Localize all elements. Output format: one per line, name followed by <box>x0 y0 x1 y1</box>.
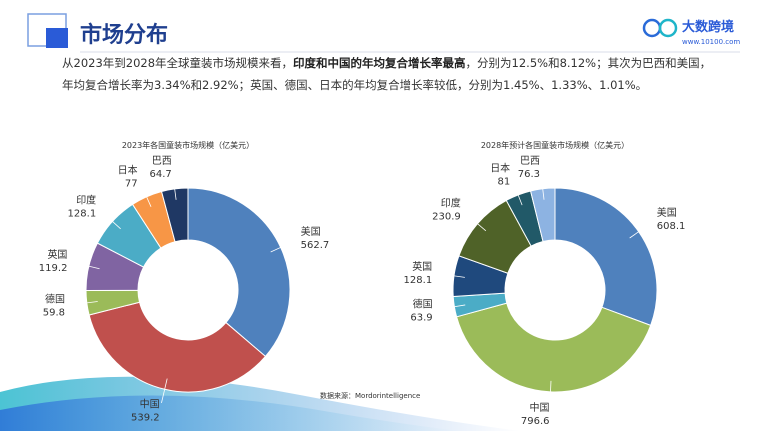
donut-slice <box>187 187 291 358</box>
slice-value: 796.6 <box>521 416 550 427</box>
slice-label: 日本 <box>490 161 510 174</box>
source-note: 数据来源：Mordorintelligence <box>320 391 420 400</box>
slice-value: 128.1 <box>404 275 433 286</box>
slice-label: 德国 <box>45 293 65 306</box>
slice-value: 562.7 <box>301 240 330 251</box>
slice-value: 128.1 <box>68 209 97 220</box>
slice-label: 印度 <box>76 194 96 207</box>
leader-line <box>512 181 523 206</box>
slice-label: 英国 <box>47 248 67 261</box>
slice-value: 81 <box>497 176 510 187</box>
donut-slice <box>554 187 658 327</box>
slice-value: 539.2 <box>131 413 160 424</box>
slice-value: 64.7 <box>150 169 172 180</box>
leader-line <box>629 223 651 239</box>
slice-value: 76.3 <box>518 169 540 180</box>
donut-slice <box>88 301 267 393</box>
slice-value: 119.2 <box>39 263 68 274</box>
slice-label: 巴西 <box>520 155 540 167</box>
logo-name: 大数跨境 <box>682 19 734 35</box>
summary-text: 从2023年到2028年全球童装市场规模来看， <box>62 56 294 70</box>
slice-value: 63.9 <box>410 312 432 323</box>
leader-line <box>270 241 294 253</box>
leader-line <box>140 183 152 208</box>
summary-emphasis: 印度和中国的年均复合增长率最高 <box>293 56 466 70</box>
header-block <box>46 28 68 48</box>
slice-label: 印度 <box>441 196 461 209</box>
slice-value: 59.8 <box>43 308 65 319</box>
chart-title: 2028年预计各国童装市场规模（亿美元） <box>481 140 629 150</box>
slice-label: 中国 <box>530 401 550 414</box>
slice-value: 608.1 <box>657 221 686 232</box>
slice-label: 德国 <box>413 297 433 310</box>
slice-label: 美国 <box>301 225 321 238</box>
leader-line <box>101 211 121 230</box>
leader-line <box>72 301 98 306</box>
slice-label: 巴西 <box>152 155 172 167</box>
leader-line <box>161 378 168 404</box>
leader-line <box>75 262 100 270</box>
header-title: 市场分布 <box>80 22 168 48</box>
leader-line <box>549 380 552 406</box>
donut-slice <box>529 187 556 243</box>
slice-label: 英国 <box>412 260 432 273</box>
slice-value: 230.9 <box>432 211 461 222</box>
leader-line <box>440 304 466 310</box>
donut-slice <box>160 187 189 243</box>
donut-slice <box>455 302 652 393</box>
slice-label: 日本 <box>118 164 138 177</box>
slice-value: 77 <box>125 179 138 190</box>
slice-label: 中国 <box>140 398 160 411</box>
summary-text: ，分别为12.5%和8.12%；其次为巴西和美国，年均复合增长率为3.34%和2… <box>62 56 712 92</box>
logo-ring <box>642 18 662 38</box>
leader-line <box>440 273 465 278</box>
slice-label: 美国 <box>657 206 677 219</box>
leader-line <box>540 174 545 200</box>
chart-title: 2023年各国童装市场规模（亿美元） <box>122 140 254 150</box>
footer-wave <box>0 395 460 431</box>
leader-line <box>172 174 177 200</box>
summary: 从2023年到2028年全球童装市场规模来看，印度和中国的年均复合增长率最高，分… <box>62 52 722 96</box>
logo-ring <box>658 18 678 38</box>
logo-url: www.10100.com <box>682 38 740 46</box>
leader-line <box>466 214 487 232</box>
